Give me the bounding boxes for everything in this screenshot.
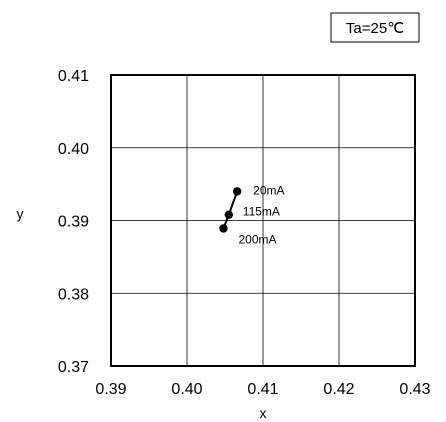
- y-tick-label: 0.38: [58, 286, 89, 303]
- x-tick-label: 0.40: [171, 381, 202, 398]
- y-tick-label: 0.41: [58, 68, 89, 85]
- data-point: [232, 187, 242, 196]
- series-line: [222, 191, 239, 229]
- x-tick-label: 0.39: [95, 381, 126, 398]
- x-tick-label: 0.41: [247, 381, 278, 398]
- x-tick-labels: 0.39 0.40 0.41 0.42 0.43: [95, 381, 430, 398]
- plot-frame: [110, 74, 416, 367]
- data-label: 20mA: [253, 183, 284, 197]
- y-tick-label: 0.39: [58, 214, 89, 231]
- condition-label: Ta=25℃: [346, 20, 404, 37]
- x-tick-label: 0.42: [323, 381, 354, 398]
- y-tick-label: 0.40: [58, 141, 89, 158]
- data-point: [224, 210, 233, 219]
- x-tick-label: 0.43: [399, 381, 430, 398]
- y-axis-label: y: [17, 206, 24, 222]
- x-axis-label: x: [260, 405, 267, 421]
- condition-box: [330, 12, 420, 43]
- y-tick-label: 0.37: [58, 359, 89, 376]
- y-tick-labels: 0.37 0.38 0.39 0.40 0.41: [58, 68, 89, 376]
- series-layer: 20mA 115mA 200mA: [219, 183, 285, 247]
- data-label: 115mA: [243, 205, 280, 219]
- gridlines: [111, 75, 415, 366]
- data-point: [219, 224, 228, 233]
- data-label: 200mA: [238, 233, 276, 247]
